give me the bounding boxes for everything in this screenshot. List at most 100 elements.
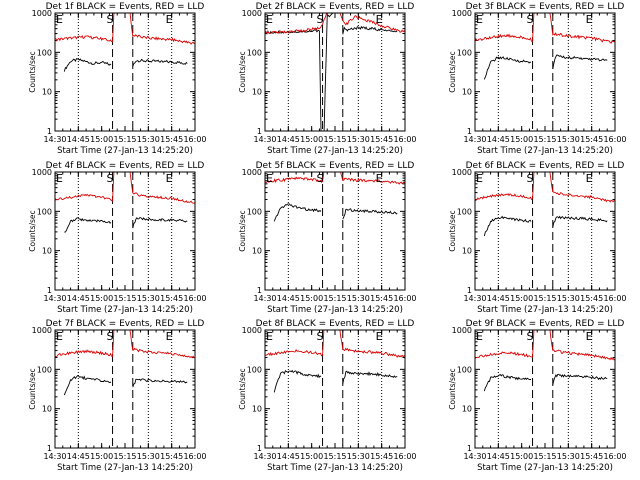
plot-frame bbox=[54, 329, 196, 449]
y-axis-label: Counts/sec bbox=[448, 368, 457, 409]
events-trace bbox=[552, 54, 608, 69]
phase-marker: E bbox=[476, 13, 483, 26]
phase-marker: E bbox=[476, 172, 483, 185]
phase-marker: S bbox=[317, 13, 324, 26]
panel-title: Det 3f BLACK = Events, RED = LLD bbox=[466, 2, 625, 12]
x-tick-label: 15:30 bbox=[137, 452, 160, 461]
x-tick-label: 15:00 bbox=[300, 452, 323, 461]
y-tick-label: 1 bbox=[257, 127, 262, 136]
lld-trace bbox=[475, 13, 615, 44]
phase-marker: E bbox=[376, 172, 383, 185]
traces bbox=[265, 172, 405, 222]
x-tick-label: 14:45 bbox=[67, 452, 90, 461]
traces bbox=[475, 330, 615, 392]
events-trace bbox=[273, 369, 322, 393]
x-tick-label: 15:30 bbox=[137, 294, 160, 303]
x-tick-label: 15:30 bbox=[347, 452, 370, 461]
y-axis-label: Counts/sec bbox=[238, 368, 247, 409]
x-tick-label: 15:45 bbox=[370, 452, 393, 461]
events-trace bbox=[132, 378, 188, 388]
x-tick-label: 14:45 bbox=[487, 294, 510, 303]
x-tick-label: 14:45 bbox=[67, 294, 90, 303]
x-axis-label: Start Time (27-Jan-13 14:25:20) bbox=[267, 463, 403, 473]
y-tick-label: 1000 bbox=[32, 168, 52, 177]
y-tick-label: 1000 bbox=[452, 9, 472, 18]
y-tick-label: 1000 bbox=[452, 168, 472, 177]
x-tick-label: 16:00 bbox=[393, 294, 416, 303]
phase-marker: E bbox=[476, 330, 483, 343]
events-trace bbox=[273, 203, 322, 222]
events-trace bbox=[342, 370, 398, 384]
x-tick-label: 14:45 bbox=[277, 452, 300, 461]
y-tick-label: 1 bbox=[467, 444, 472, 453]
y-tick-label: 1000 bbox=[32, 326, 52, 335]
events-trace bbox=[63, 374, 112, 396]
y-tick-label: 1 bbox=[257, 286, 262, 295]
x-tick-label: 16:00 bbox=[603, 294, 626, 303]
x-tick-label: 15:15 bbox=[113, 294, 136, 303]
x-tick-label: 15:45 bbox=[370, 294, 393, 303]
x-tick-label: 15:15 bbox=[323, 294, 346, 303]
x-tick-label: 14:30 bbox=[253, 294, 276, 303]
phase-marker: S bbox=[527, 330, 534, 343]
y-tick-label: 100 bbox=[37, 365, 52, 374]
events-trace bbox=[483, 56, 532, 80]
x-tick-label: 15:15 bbox=[323, 135, 346, 144]
x-axis-label: Start Time (27-Jan-13 14:25:20) bbox=[57, 463, 193, 473]
x-tick-label: 15:00 bbox=[90, 135, 113, 144]
x-tick-label: 14:45 bbox=[67, 135, 90, 144]
x-tick-label: 16:00 bbox=[183, 452, 206, 461]
y-tick-label: 1000 bbox=[242, 326, 262, 335]
events-trace bbox=[323, 13, 334, 131]
x-tick-label: 15:15 bbox=[113, 452, 136, 461]
y-axis-label: Counts/sec bbox=[448, 51, 457, 92]
x-tick-label: 14:30 bbox=[463, 452, 486, 461]
phase-marker: S bbox=[107, 330, 114, 343]
panel-title: Det 7f BLACK = Events, RED = LLD bbox=[46, 319, 205, 329]
x-tick-label: 14:45 bbox=[487, 452, 510, 461]
y-axis-label: Counts/sec bbox=[28, 368, 37, 409]
x-tick-label: 15:00 bbox=[300, 294, 323, 303]
y-tick-label: 1000 bbox=[452, 326, 472, 335]
y-tick-label: 100 bbox=[37, 207, 52, 216]
x-axis-label: Start Time (27-Jan-13 14:25:20) bbox=[477, 305, 613, 315]
x-tick-label: 14:45 bbox=[277, 294, 300, 303]
y-tick-label: 10 bbox=[252, 405, 262, 414]
x-tick-label: 15:15 bbox=[323, 452, 346, 461]
events-trace bbox=[342, 25, 398, 35]
events-trace bbox=[483, 374, 531, 392]
y-tick-label: 100 bbox=[247, 48, 262, 57]
traces bbox=[55, 13, 195, 72]
phase-marker: E bbox=[376, 330, 383, 343]
panel-1: Det 1f BLACK = Events, RED = LLD 1 10 100 10… bbox=[28, 2, 207, 156]
x-tick-label: 16:00 bbox=[393, 135, 416, 144]
x-tick-label: 15:45 bbox=[580, 294, 603, 303]
x-tick-label: 14:30 bbox=[463, 294, 486, 303]
traces bbox=[265, 330, 405, 393]
x-tick-label: 15:00 bbox=[510, 294, 533, 303]
phase-marker: E bbox=[56, 13, 63, 26]
phase-marker: E bbox=[266, 172, 273, 185]
y-tick-label: 1 bbox=[47, 444, 52, 453]
x-tick-label: 16:00 bbox=[183, 294, 206, 303]
y-tick-label: 1000 bbox=[242, 168, 262, 177]
phase-marker: E bbox=[56, 172, 63, 185]
plot-frame bbox=[54, 171, 196, 291]
phase-marker: E bbox=[586, 172, 593, 185]
x-tick-label: 16:00 bbox=[603, 135, 626, 144]
traces bbox=[265, 13, 405, 131]
x-axis-label: Start Time (27-Jan-13 14:25:20) bbox=[267, 146, 403, 156]
x-tick-label: 15:00 bbox=[510, 135, 533, 144]
y-tick-label: 100 bbox=[457, 365, 472, 374]
x-tick-label: 15:30 bbox=[347, 294, 370, 303]
y-tick-label: 10 bbox=[252, 247, 262, 256]
plot-frame bbox=[264, 12, 406, 132]
plot-frame bbox=[264, 171, 406, 291]
panel-2: Det 2f BLACK = Events, RED = LLD 1 10 100 10… bbox=[238, 2, 417, 156]
phase-marker: E bbox=[266, 330, 273, 343]
y-tick-label: 10 bbox=[252, 88, 262, 97]
y-axis-label: Counts/sec bbox=[448, 210, 457, 251]
x-tick-label: 15:45 bbox=[160, 294, 183, 303]
y-tick-label: 100 bbox=[457, 207, 472, 216]
plot-frame bbox=[54, 12, 196, 132]
